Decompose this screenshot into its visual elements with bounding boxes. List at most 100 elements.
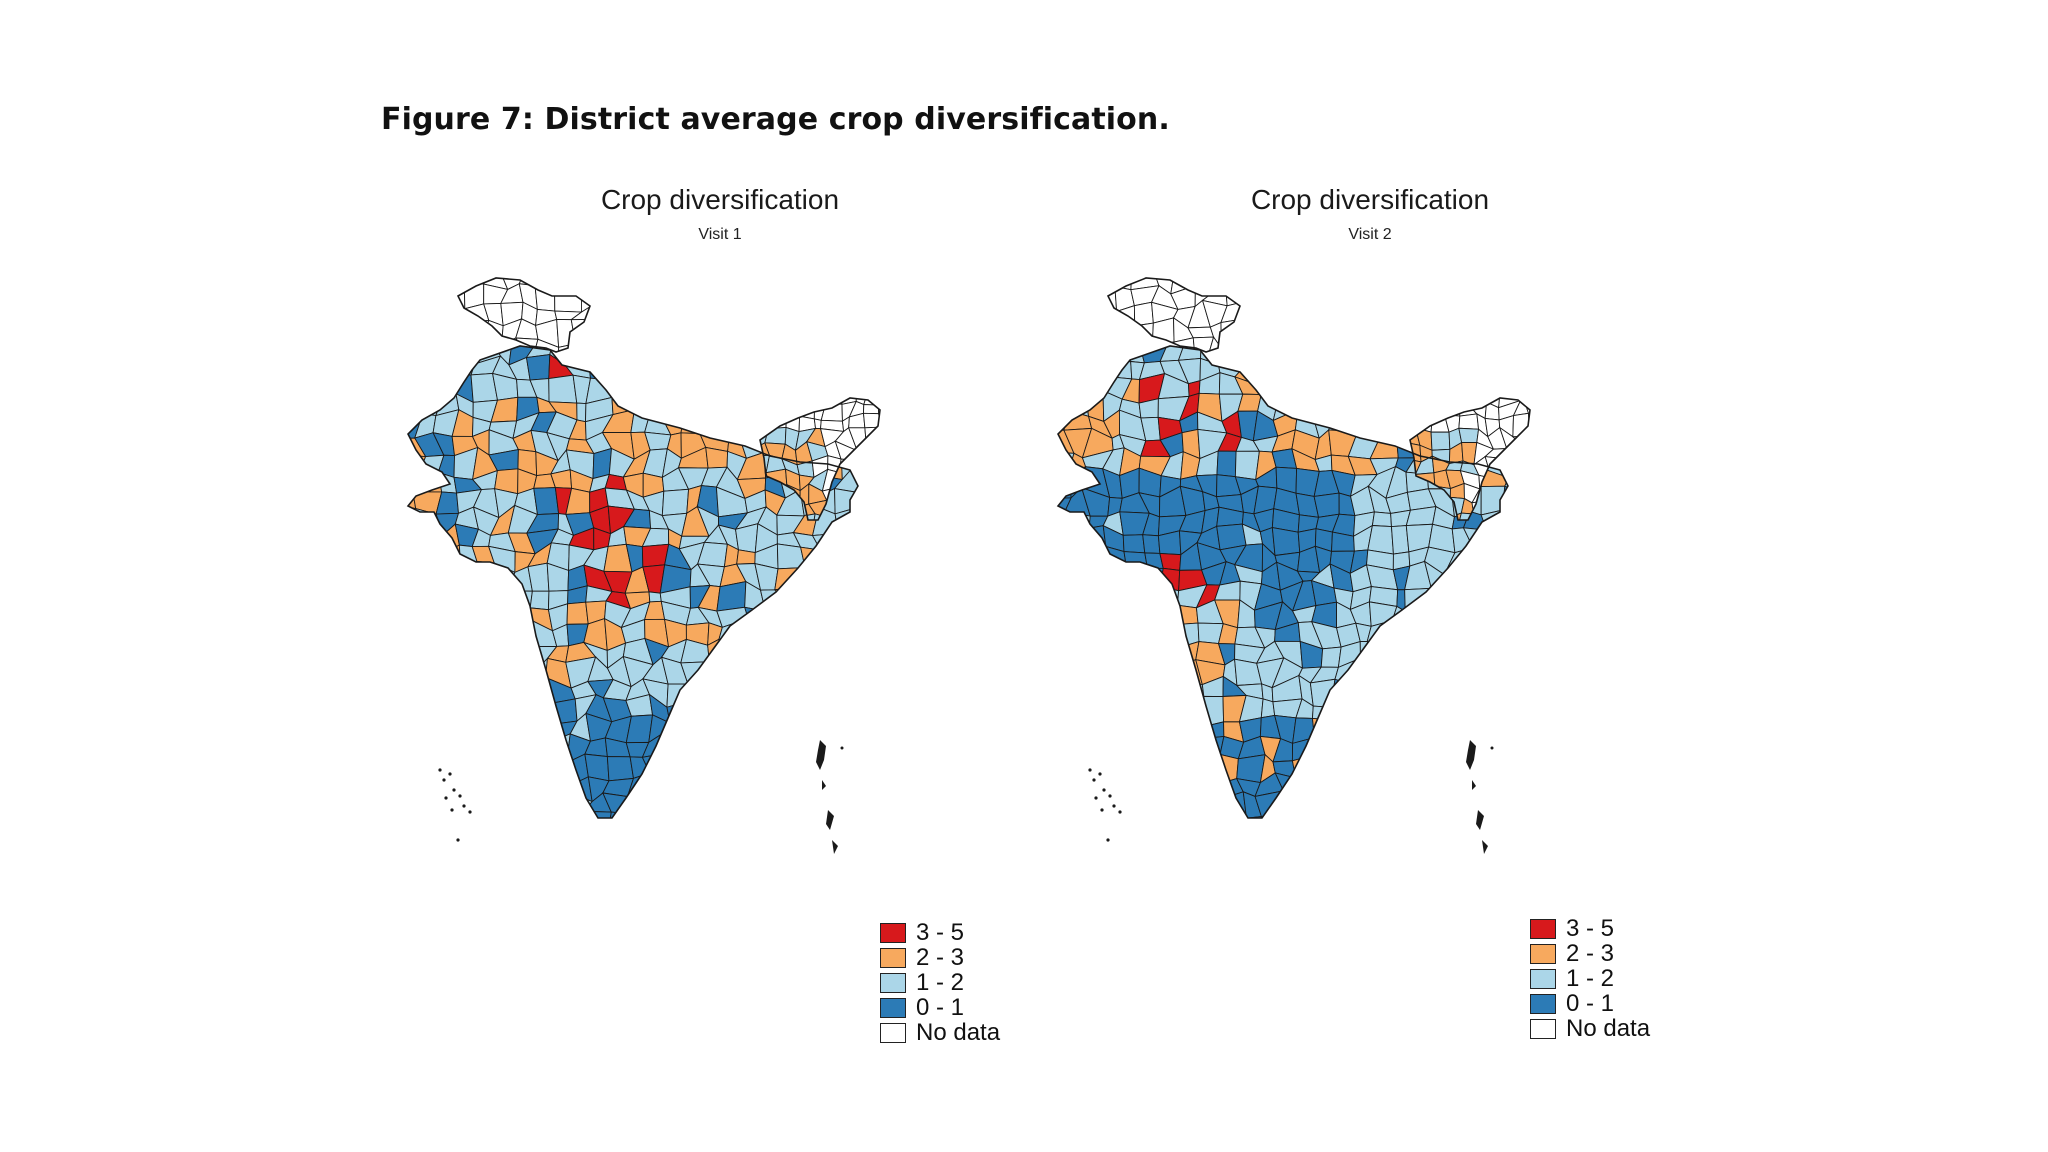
district bbox=[487, 674, 520, 700]
district bbox=[1166, 771, 1190, 800]
district bbox=[850, 561, 858, 595]
district bbox=[853, 346, 858, 355]
district bbox=[862, 412, 880, 429]
district bbox=[1375, 735, 1399, 764]
district bbox=[1072, 568, 1092, 586]
lakshadweep-island bbox=[442, 778, 446, 782]
district bbox=[430, 814, 457, 818]
district bbox=[735, 354, 768, 383]
district bbox=[1370, 694, 1392, 721]
lakshadweep-island bbox=[1108, 794, 1112, 798]
district bbox=[586, 352, 616, 380]
district bbox=[595, 282, 612, 312]
district bbox=[1389, 619, 1417, 647]
district bbox=[1514, 501, 1530, 518]
legend-label: 0 - 1 bbox=[916, 994, 965, 1021]
district bbox=[1480, 358, 1508, 381]
district bbox=[642, 837, 666, 853]
district bbox=[1540, 462, 1559, 473]
district bbox=[740, 658, 769, 680]
district bbox=[1525, 649, 1544, 670]
district bbox=[1404, 346, 1430, 357]
district bbox=[1525, 405, 1530, 417]
district bbox=[1425, 830, 1455, 853]
district bbox=[1452, 622, 1472, 647]
district bbox=[875, 498, 880, 518]
district bbox=[1160, 719, 1185, 743]
district bbox=[793, 346, 823, 361]
district bbox=[610, 289, 630, 312]
district bbox=[1404, 610, 1434, 628]
district bbox=[1140, 798, 1171, 818]
district bbox=[549, 810, 578, 818]
district bbox=[716, 581, 747, 612]
district bbox=[1461, 573, 1492, 588]
district bbox=[1090, 568, 1105, 587]
district bbox=[781, 752, 799, 784]
district bbox=[1327, 758, 1352, 783]
district bbox=[526, 777, 554, 799]
district bbox=[822, 778, 844, 803]
district bbox=[1385, 377, 1407, 404]
district bbox=[419, 753, 445, 780]
district bbox=[795, 694, 825, 726]
district bbox=[760, 809, 785, 818]
district bbox=[1328, 396, 1351, 417]
district bbox=[526, 756, 555, 781]
district bbox=[1084, 643, 1106, 662]
district bbox=[1162, 752, 1183, 780]
district bbox=[1278, 790, 1301, 815]
district bbox=[512, 640, 540, 669]
district bbox=[766, 398, 785, 408]
district bbox=[1464, 811, 1489, 818]
district bbox=[1061, 791, 1093, 818]
legend-label: 3 - 5 bbox=[1566, 915, 1615, 942]
district bbox=[863, 398, 880, 406]
district bbox=[576, 402, 587, 423]
district bbox=[408, 393, 424, 415]
district bbox=[1500, 699, 1508, 722]
district bbox=[796, 790, 824, 817]
district bbox=[602, 359, 629, 381]
district bbox=[774, 618, 803, 650]
district bbox=[1350, 354, 1377, 381]
district bbox=[1278, 381, 1302, 397]
district bbox=[1463, 622, 1493, 647]
district bbox=[855, 639, 858, 664]
district bbox=[611, 393, 636, 416]
district bbox=[757, 838, 783, 853]
district bbox=[1516, 442, 1530, 465]
legend-swatch bbox=[1530, 968, 1556, 989]
district bbox=[839, 791, 855, 818]
district bbox=[414, 561, 443, 594]
district bbox=[477, 715, 499, 745]
district bbox=[681, 758, 710, 783]
district bbox=[1426, 642, 1454, 670]
district bbox=[1058, 750, 1067, 783]
district bbox=[1142, 680, 1169, 700]
district bbox=[1314, 780, 1335, 793]
district bbox=[595, 270, 618, 289]
district bbox=[857, 505, 858, 536]
district bbox=[1412, 741, 1433, 764]
district bbox=[1502, 619, 1508, 650]
district bbox=[1481, 639, 1508, 661]
district bbox=[626, 393, 652, 411]
legend-swatch bbox=[1530, 993, 1556, 1014]
district bbox=[754, 792, 785, 815]
district bbox=[792, 586, 818, 603]
district bbox=[679, 809, 703, 818]
lakshadweep-island bbox=[452, 788, 456, 792]
district bbox=[1529, 428, 1530, 451]
district bbox=[1260, 304, 1280, 328]
district bbox=[1138, 617, 1164, 643]
legend-label: 2 - 3 bbox=[916, 944, 965, 971]
district bbox=[1351, 832, 1373, 853]
district bbox=[1471, 714, 1482, 735]
district bbox=[1248, 285, 1260, 304]
district bbox=[1081, 793, 1105, 818]
district bbox=[473, 698, 501, 723]
legend-label: 3 - 5 bbox=[916, 919, 965, 946]
district bbox=[469, 830, 500, 853]
district bbox=[878, 419, 894, 442]
